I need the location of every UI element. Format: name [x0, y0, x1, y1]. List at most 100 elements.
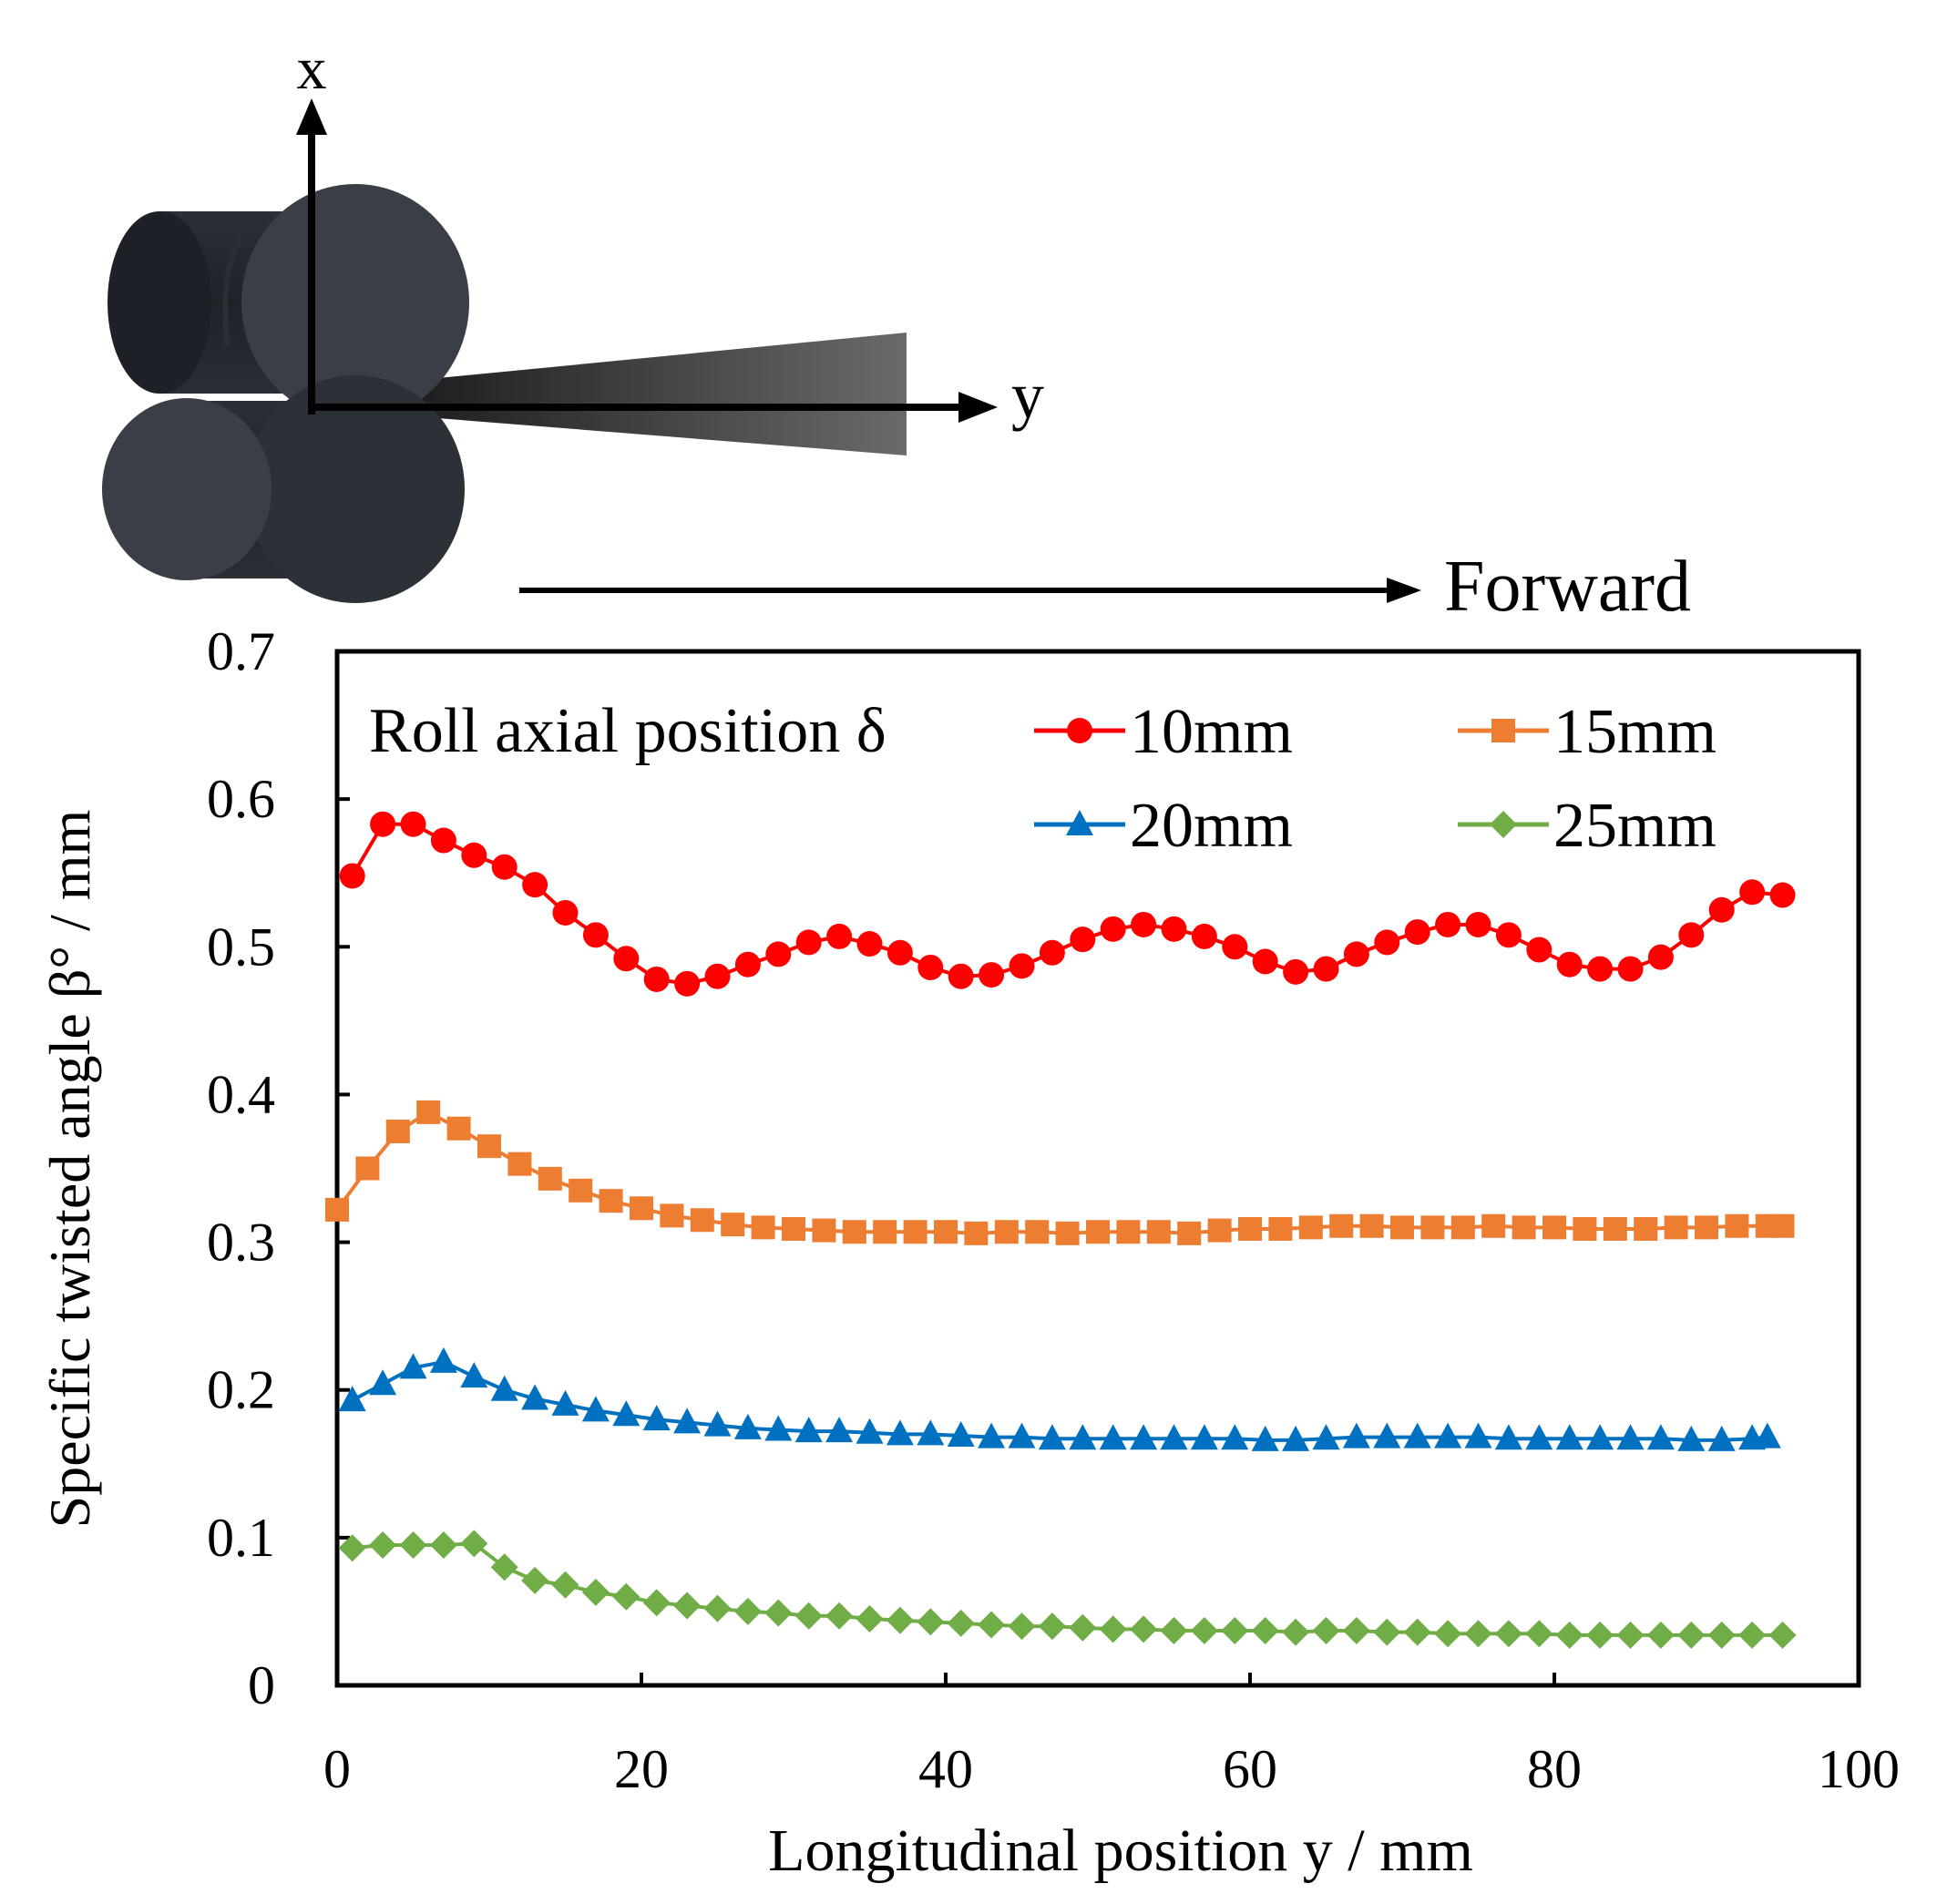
data-point [613, 946, 640, 972]
data-point [612, 1400, 641, 1427]
data-point [1525, 1424, 1553, 1450]
x-tick-label: 40 [918, 1739, 973, 1799]
data-point [765, 941, 792, 967]
legend-entry: 10mm [1034, 697, 1293, 767]
data-point [599, 1189, 623, 1213]
data-point [582, 922, 609, 948]
data-point [1634, 1216, 1658, 1241]
data-point [1770, 1213, 1795, 1238]
legend-label: 25mm [1553, 791, 1717, 861]
data-point [1342, 1617, 1370, 1645]
y-axis-arrowhead [958, 392, 998, 423]
data-point [399, 1530, 427, 1559]
data-point [1282, 1425, 1310, 1451]
data-point [1695, 1215, 1718, 1240]
data-point [1435, 911, 1461, 937]
data-point [826, 923, 853, 949]
data-point [873, 1220, 897, 1244]
data-point [1359, 1213, 1384, 1238]
data-point [764, 1599, 793, 1627]
data-point [551, 1571, 579, 1599]
data-point [1677, 1425, 1706, 1451]
data-point [1707, 1621, 1736, 1649]
forward-label: Forward [1444, 547, 1691, 627]
data-point [948, 963, 974, 989]
data-point [642, 1405, 671, 1431]
data-point [369, 1369, 397, 1396]
data-point [612, 1582, 641, 1611]
data-point [1555, 1424, 1583, 1450]
data-point [1160, 1617, 1188, 1645]
data-point [704, 963, 731, 989]
illustration-y-label: y [1011, 359, 1044, 432]
data-point [1131, 911, 1157, 937]
legend: Roll axial position δ 10mm 15mm 20mm 25mm [369, 696, 1717, 861]
upper-roll [108, 184, 469, 421]
workpiece-wedge [392, 333, 907, 456]
data-point [1677, 1621, 1706, 1649]
data-point [385, 1119, 410, 1143]
data-point [490, 1553, 518, 1582]
data-point [856, 1605, 884, 1633]
data-point [1678, 922, 1705, 948]
data-point [947, 1420, 975, 1447]
data-point [399, 1353, 427, 1379]
data-point [338, 1386, 366, 1412]
data-point [1099, 1615, 1127, 1643]
data-point [1374, 929, 1400, 956]
y-tick-label: 0.6 [207, 769, 275, 829]
data-point [1465, 911, 1491, 937]
data-point [856, 931, 883, 957]
data-point [522, 872, 548, 898]
data-point [673, 1408, 702, 1434]
data-point [1069, 1424, 1097, 1450]
data-point [1177, 1221, 1202, 1245]
data-point [782, 1216, 805, 1241]
data-point [430, 827, 456, 854]
legend-marker [1066, 810, 1093, 835]
data-point [886, 1419, 914, 1446]
data-point [1390, 1215, 1414, 1240]
data-point [1512, 1215, 1536, 1240]
plot-frame [334, 649, 1861, 1688]
y-axis-label: Specific twisted angle β° / mm [37, 810, 102, 1529]
data-point [1707, 1425, 1736, 1451]
data-point [721, 1213, 745, 1237]
data-point [1312, 1424, 1340, 1450]
data-point [1587, 956, 1614, 982]
data-point [1647, 944, 1674, 970]
data-point [917, 1419, 945, 1446]
data-point [794, 1602, 823, 1630]
data-point [1312, 1617, 1340, 1645]
legend-entry: 20mm [1034, 791, 1293, 861]
data-point [552, 899, 579, 926]
data-point [507, 1152, 532, 1176]
data-point [355, 1156, 380, 1181]
data-point [1708, 896, 1735, 923]
data-point [1769, 882, 1796, 908]
data-point [1373, 1422, 1401, 1448]
data-point [1542, 1215, 1566, 1240]
data-point [887, 939, 913, 966]
data-point [1283, 958, 1309, 985]
data-point [1738, 1621, 1767, 1649]
data-point [1038, 1424, 1066, 1450]
data-point [1434, 1620, 1462, 1648]
roll-illustration: x y Forward [102, 36, 1691, 627]
data-point [794, 1417, 823, 1443]
data-point [1753, 1422, 1781, 1448]
data-point [703, 1594, 732, 1622]
data-point [1191, 923, 1217, 949]
data-point [1222, 934, 1248, 960]
data-point [1616, 1621, 1645, 1649]
data-point [551, 1389, 579, 1416]
data-point [703, 1410, 732, 1437]
data-point [1055, 1221, 1080, 1245]
data-point [521, 1566, 549, 1594]
data-point [581, 1578, 610, 1606]
data-point [733, 1413, 762, 1439]
data-point [734, 951, 761, 978]
data-point [1586, 1424, 1614, 1450]
data-point [1130, 1615, 1158, 1643]
data-point [1725, 1213, 1749, 1238]
